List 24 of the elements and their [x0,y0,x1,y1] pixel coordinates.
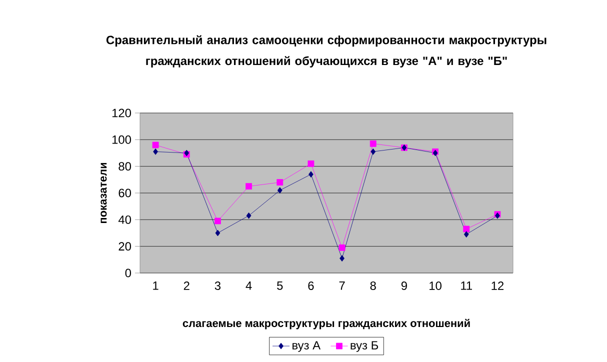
x-tick-label: 1 [153,282,158,290]
x-tick-label: 11 [461,282,472,290]
x-tick-label: 12 [492,282,504,290]
x-tick-label: 6 [308,282,314,290]
x-tick-label: 2 [184,282,190,290]
x-tick-label: 3 [214,282,221,290]
y-tick-label: 40 [118,215,132,224]
legend-label: вуз А [292,341,321,352]
chart-title: Сравнительный анализ самооценки сформированности макроструктуры гражданских отношений обучающихся в вузе "А" и вузе "Б" [106,35,546,68]
x-axis-title: слагаемые макроструктуры гражданских отношений [182,318,470,330]
x-tick-label: 10 [430,282,442,290]
y-tick-label: 120 [112,108,132,118]
y-tick-label: 60 [118,188,132,198]
y-tick-label: 20 [118,242,132,251]
x-tick-label: 4 [246,282,252,290]
y-tick-label: 0 [125,268,132,278]
y-axis-title: показатели [100,162,107,224]
x-tick-label: 7 [339,282,345,290]
legend-label: вуз Б [350,341,378,352]
y-tick-label: 80 [118,162,132,171]
x-tick-label: 8 [370,282,376,290]
y-tick-label: 100 [112,135,132,144]
x-tick-label: 5 [277,282,283,290]
x-tick-label: 9 [401,282,407,290]
